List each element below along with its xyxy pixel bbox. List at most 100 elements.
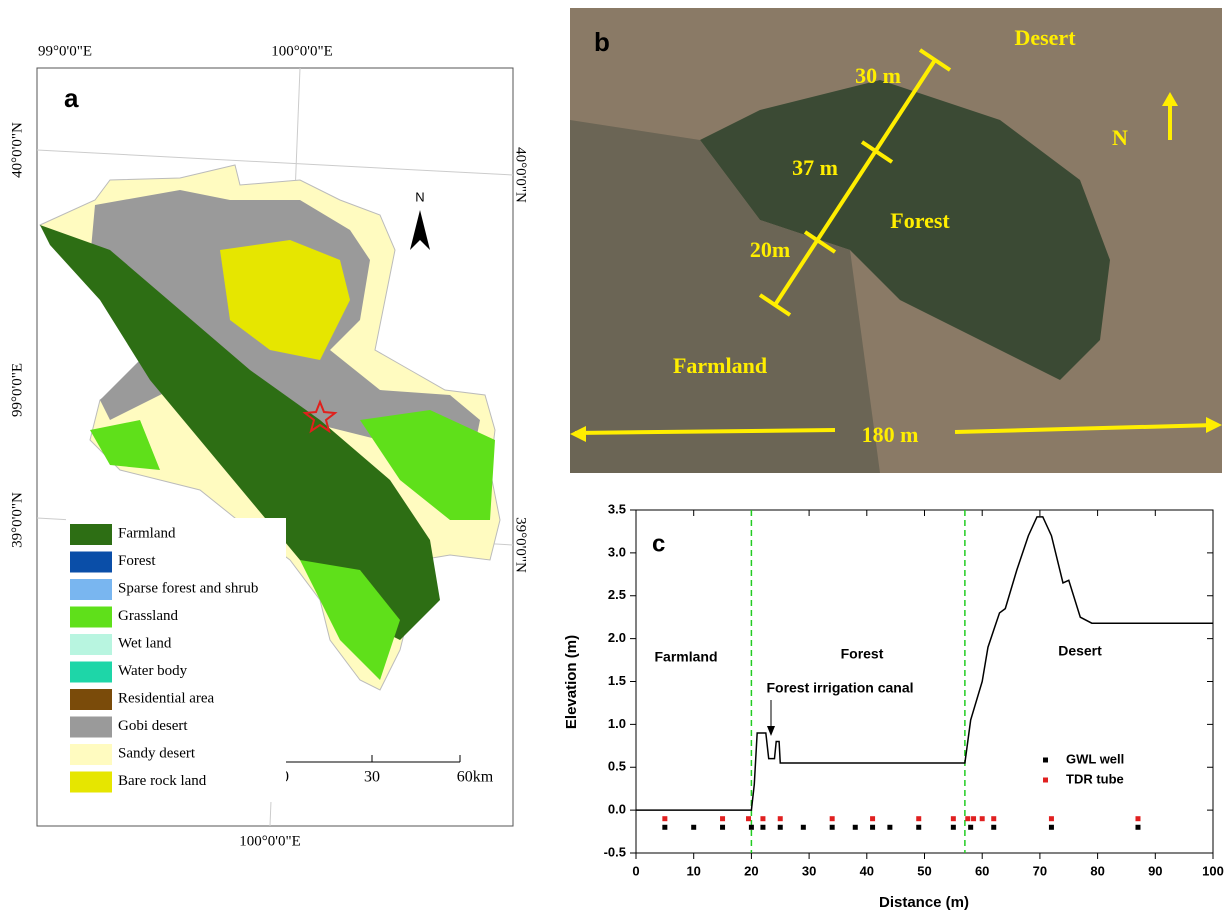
annotation: Forest irrigation canal xyxy=(766,680,913,696)
legend-label: Sparse forest and shrub xyxy=(118,580,258,596)
x-tick-label: 10 xyxy=(686,863,700,878)
panel-label: a xyxy=(64,83,79,113)
grassland xyxy=(360,410,495,520)
annotation: Forest xyxy=(841,646,884,662)
photo-label: 37 m xyxy=(792,155,838,180)
y-tick-label: 0.0 xyxy=(608,802,626,817)
arrowhead xyxy=(1162,92,1178,106)
scale-label: 30 xyxy=(364,769,380,786)
marker xyxy=(777,816,783,822)
x-tick-label: 20 xyxy=(744,863,758,878)
legend-swatch xyxy=(70,716,112,738)
legend-swatch xyxy=(70,579,112,600)
graticule-label: 40°0'0"N xyxy=(9,122,25,178)
photo-label: Farmland xyxy=(673,353,767,378)
marker xyxy=(1135,816,1141,822)
y-tick-label: 0.5 xyxy=(608,759,626,774)
farmland-area xyxy=(570,120,880,473)
marker xyxy=(720,824,726,830)
measure-lines xyxy=(574,48,1216,435)
y-tick-label: 1.0 xyxy=(608,716,626,731)
photo-label: N xyxy=(1112,125,1128,150)
graticule-label: 100°0'0"E xyxy=(271,43,333,59)
north-label: N xyxy=(415,189,424,204)
marker xyxy=(852,824,858,830)
graticule-label: 99°0'0"E xyxy=(9,363,25,417)
grassland xyxy=(300,560,400,680)
marker xyxy=(870,816,876,822)
marker xyxy=(748,824,754,830)
legend-swatch xyxy=(70,551,112,573)
map-panel: a N 99°0'0"E 100°0'0"E 100°0'0"E 40°0'0"… xyxy=(9,43,528,849)
marker xyxy=(968,824,974,830)
legend-label: Bare rock land xyxy=(118,773,207,789)
marker xyxy=(760,816,766,822)
y-tick-label: 3.0 xyxy=(608,544,626,559)
arrowhead xyxy=(1206,417,1222,433)
legend-swatch xyxy=(70,634,112,655)
marker xyxy=(965,816,971,822)
elevation-chart: c Distance (m) Elevation (m) Farmland Fo… xyxy=(563,501,1224,911)
graticule-label: 100°0'0"E xyxy=(239,833,301,849)
plot-frame xyxy=(635,509,1214,854)
x-tick-label: 70 xyxy=(1033,863,1047,878)
photo-label: Desert xyxy=(1014,25,1076,50)
graticule-label: 40°0'0"N xyxy=(513,147,529,203)
graticule-label: 39°0'0"N xyxy=(9,492,25,548)
x-tick-label: 60 xyxy=(975,863,989,878)
marker xyxy=(1048,824,1054,830)
x-tick-label: 40 xyxy=(860,863,874,878)
marker xyxy=(720,816,726,822)
legend-swatch xyxy=(70,606,112,628)
marker xyxy=(950,816,956,822)
scale-label: 60km xyxy=(457,769,494,786)
graticule-label: 99°0'0"E xyxy=(38,43,92,59)
legend-marker xyxy=(1043,777,1048,783)
marker xyxy=(662,824,668,830)
legend-swatch xyxy=(70,661,112,683)
y-tick-label: -0.5 xyxy=(604,844,626,859)
x-tick-label: 50 xyxy=(917,863,931,878)
marker xyxy=(1048,816,1054,822)
marker xyxy=(950,824,956,830)
marker xyxy=(971,816,977,822)
forest-area xyxy=(700,80,1110,380)
marker xyxy=(870,824,876,830)
x-axis-label: Distance (m) xyxy=(879,894,969,911)
farmland-band xyxy=(40,225,440,640)
annotation: Farmland xyxy=(654,649,717,665)
legend-label: Wet land xyxy=(118,635,172,651)
y-tick-label: 2.5 xyxy=(608,587,626,602)
x-tick-label: 80 xyxy=(1090,863,1104,878)
north-arrow xyxy=(410,210,430,250)
photo-label: 20m xyxy=(750,237,790,262)
photo-panel: b 30 m 37 m 20m Desert N Forest Farmland 180 m xyxy=(570,8,1222,473)
legend-label: Farmland xyxy=(118,525,176,541)
marker xyxy=(662,816,668,822)
photo-labels: 30 m 37 m 20m Desert N Forest Farmland 180 m xyxy=(673,25,1128,447)
marker xyxy=(991,824,997,830)
arrowhead xyxy=(570,426,586,442)
marker xyxy=(829,816,835,822)
map-legend: Farmland Forest Sparse forest and shrub Gra… xyxy=(66,518,286,802)
marker xyxy=(777,824,783,830)
marker xyxy=(829,824,835,830)
panel-label: c xyxy=(652,530,665,557)
annotation: Desert xyxy=(1058,643,1102,659)
annotation-arrow xyxy=(767,726,775,736)
graticule-label: 39°0'0"N xyxy=(513,517,529,573)
marker xyxy=(760,824,766,830)
legend-marker xyxy=(1043,757,1048,763)
marker xyxy=(1135,824,1141,830)
panel-label: b xyxy=(594,27,610,57)
legend-label: Residential area xyxy=(118,690,215,706)
legend-label: Forest xyxy=(118,553,156,569)
y-tick-label: 2.0 xyxy=(608,630,626,645)
marker xyxy=(916,816,922,822)
x-tick-label: 90 xyxy=(1148,863,1162,878)
legend-label: GWL well xyxy=(1066,751,1124,766)
y-tick-label: 3.5 xyxy=(608,501,626,516)
marker xyxy=(746,816,752,822)
photo-label: 30 m xyxy=(855,63,901,88)
bare-rock xyxy=(220,240,350,360)
